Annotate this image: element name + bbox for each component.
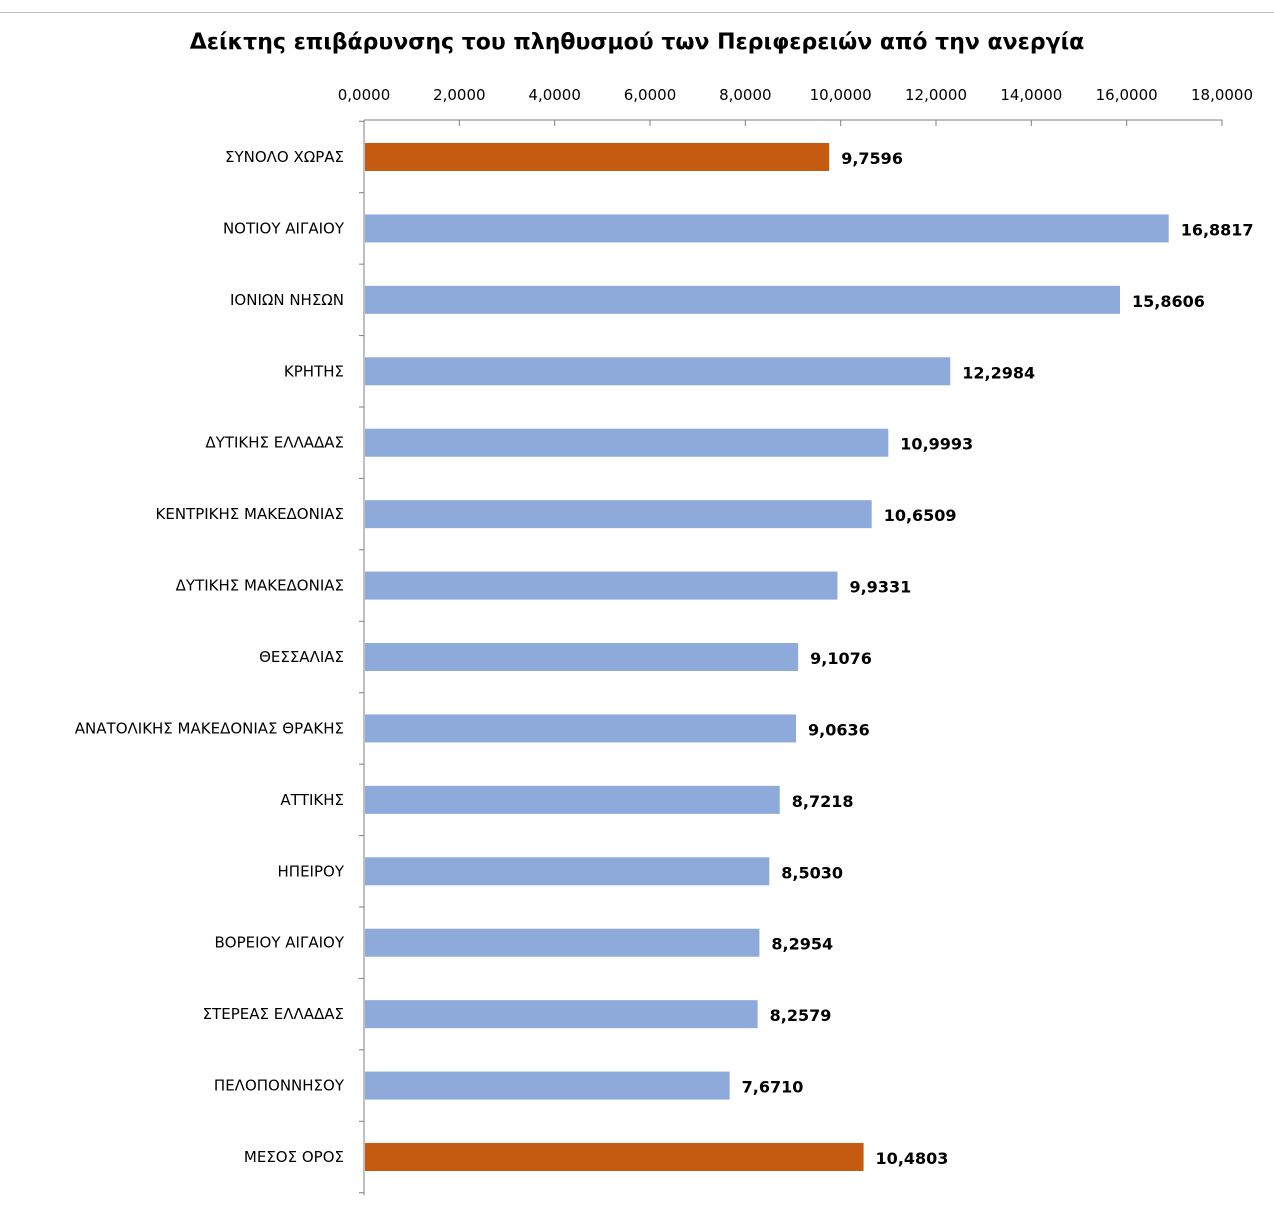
x-tick-label: 4,0000 — [528, 86, 581, 104]
bar — [365, 785, 780, 814]
x-tick-label: 6,0000 — [624, 86, 677, 104]
category-label: ΣΤΕΡΕΑΣ ΕΛΛΑΔΑΣ — [203, 1005, 344, 1023]
bar — [365, 143, 830, 171]
category-label: ΒΟΡΕΙΟΥ ΑΙΓΑΙΟΥ — [215, 934, 345, 952]
category-label: ΑΤΤΙΚΗΣ — [280, 791, 344, 809]
bar — [365, 643, 799, 672]
data-label: 8,2954 — [771, 935, 833, 954]
data-label: 9,0636 — [808, 720, 870, 739]
bar — [365, 928, 760, 957]
data-label: 9,1076 — [810, 649, 872, 668]
top-border-line — [0, 12, 1274, 13]
x-tick-label: 14,0000 — [1000, 86, 1062, 104]
data-label: 7,6710 — [742, 1078, 804, 1097]
category-label: ΚΕΝΤΡΙΚΗΣ ΜΑΚΕΔΟΝΙΑΣ — [156, 505, 345, 523]
category-label: ΝΟΤΙΟΥ ΑΙΓΑΙΟΥ — [223, 219, 345, 237]
data-label: 15,8606 — [1132, 292, 1205, 311]
data-label: 10,4803 — [876, 1149, 949, 1168]
data-label: 9,9331 — [849, 578, 911, 597]
category-label: ΚΡΗΤΗΣ — [284, 362, 344, 380]
x-tick-label: 8,0000 — [719, 86, 772, 104]
data-label: 10,6509 — [884, 506, 957, 525]
x-tick-label: 12,0000 — [905, 86, 967, 104]
bar — [365, 357, 951, 386]
x-tick-label: 2,0000 — [433, 86, 486, 104]
category-label: ΣΥΝΟΛΟ ΧΩΡΑΣ — [225, 148, 344, 166]
category-label: ΠΕΛΟΠΟΝΝΗΣΟΥ — [214, 1077, 345, 1095]
category-label: ΔΥΤΙΚΗΣ ΕΛΛΑΔΑΣ — [205, 434, 344, 452]
data-label: 16,8817 — [1181, 220, 1254, 239]
bar — [365, 500, 872, 529]
bar — [365, 285, 1121, 314]
bar — [365, 1071, 730, 1100]
category-label: ΔΥΤΙΚΗΣ ΜΑΚΕΔΟΝΙΑΣ — [176, 577, 344, 595]
bar — [365, 714, 797, 743]
data-label: 8,2579 — [770, 1006, 832, 1025]
bar — [365, 571, 838, 600]
category-label: ΘΕΣΣΑΛΙΑΣ — [259, 648, 344, 666]
data-label: 10,9993 — [900, 435, 973, 454]
data-label: 12,2984 — [962, 363, 1035, 382]
bar — [365, 1143, 864, 1172]
bar — [365, 1000, 758, 1029]
data-label: 8,7218 — [792, 792, 854, 811]
data-label: 9,7596 — [841, 149, 903, 168]
category-label: ΑΝΑΤΟΛΙΚΗΣ ΜΑΚΕΔΟΝΙΑΣ ΘΡΑΚΗΣ — [75, 719, 344, 737]
x-tick-label: 0,0000 — [338, 86, 391, 104]
category-label: ΜΕΣΟΣ ΟΡΟΣ — [244, 1148, 344, 1166]
data-label: 8,5030 — [781, 863, 843, 882]
bar — [365, 857, 770, 886]
category-label: ΙΟΝΙΩΝ ΝΗΣΩΝ — [230, 291, 344, 309]
bar — [365, 428, 889, 457]
category-label: ΗΠΕΙΡΟΥ — [278, 862, 345, 880]
x-tick-label: 18,0000 — [1191, 86, 1253, 104]
bar — [365, 214, 1169, 243]
x-tick-label: 16,0000 — [1096, 86, 1158, 104]
chart-title: Δείκτης επιβάρυνσης του πληθυσμού των Πε… — [189, 30, 1085, 55]
x-tick-label: 10,0000 — [810, 86, 872, 104]
